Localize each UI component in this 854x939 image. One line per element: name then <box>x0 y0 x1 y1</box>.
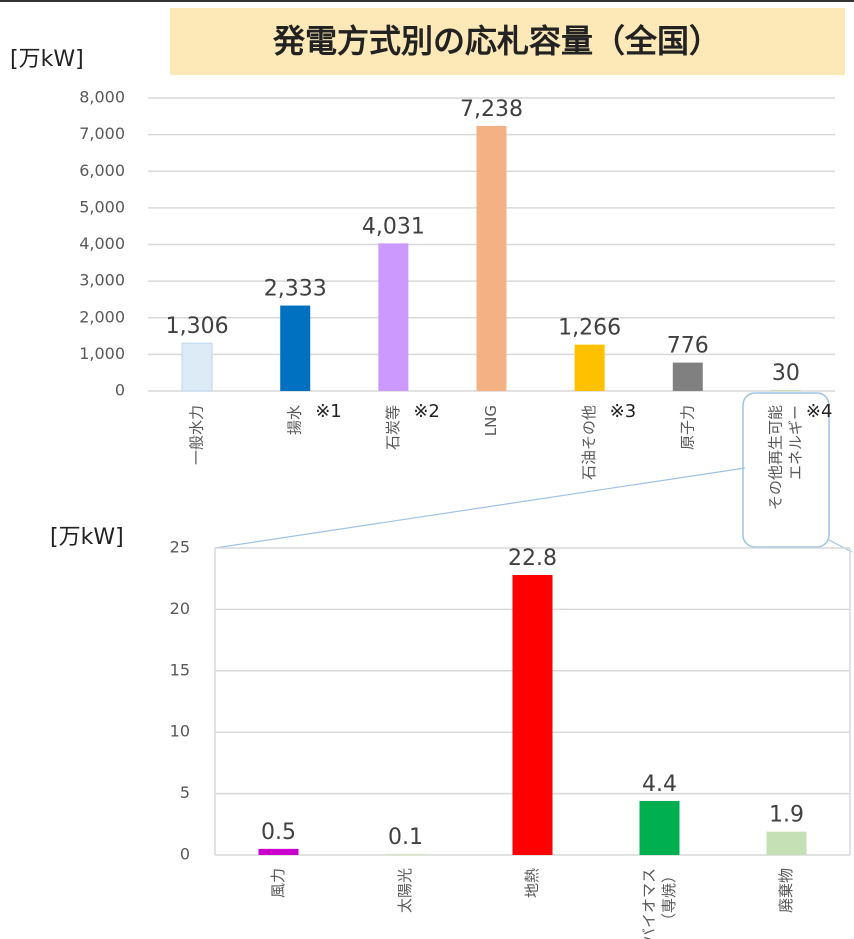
title-box <box>170 8 845 75</box>
data-label: 7,238 <box>460 97 523 122</box>
chart-title: 発電方式別の応札容量（全国） <box>272 22 721 60</box>
data-label: 776 <box>667 334 709 359</box>
x-tick-label: 原子力 <box>678 405 696 450</box>
data-label: 4.4 <box>642 772 677 797</box>
data-label: 4,031 <box>362 214 425 239</box>
x-tick-label: その他再生可能 <box>766 405 784 510</box>
bar <box>574 344 605 391</box>
y-tick-label: 3,000 <box>79 271 125 290</box>
callout-line <box>828 539 853 553</box>
bar <box>181 342 213 392</box>
data-label: 0.5 <box>261 820 296 845</box>
y-axis-label: [万kW] <box>10 47 84 72</box>
annotation: ※1 <box>315 401 342 422</box>
data-label: 1,266 <box>558 316 621 341</box>
y-tick-label: 15 <box>170 660 190 679</box>
y-tick-label: 10 <box>170 722 190 741</box>
y-axis-label: [万kW] <box>50 525 124 550</box>
data-label: 0.1 <box>388 825 423 850</box>
bar <box>639 800 680 855</box>
bar <box>280 305 311 391</box>
y-tick-label: 25 <box>170 538 190 557</box>
x-tick-label: （専焼） <box>660 868 678 928</box>
data-label: 1,306 <box>166 314 229 339</box>
bar <box>476 125 507 391</box>
callout-box <box>742 392 830 548</box>
y-tick-label: 2,000 <box>79 307 125 326</box>
bar <box>512 575 553 855</box>
bar <box>258 848 299 855</box>
y-tick-label: 0 <box>115 381 125 400</box>
data-label: 1.9 <box>769 803 804 828</box>
y-tick-label: 1,000 <box>79 344 125 363</box>
x-tick-label: 一般水力 <box>188 405 206 465</box>
x-tick-label: 石炭等 <box>384 405 402 450</box>
y-tick-label: 6,000 <box>79 161 125 180</box>
y-tick-label: 5 <box>180 783 190 802</box>
x-tick-label: 太陽光 <box>396 868 414 913</box>
y-tick-label: 0 <box>180 845 190 864</box>
bar <box>766 831 807 855</box>
callout-line <box>214 467 746 549</box>
x-tick-label: 揚水 <box>286 405 304 435</box>
x-tick-label: エネルギー <box>786 405 804 480</box>
x-tick-label: LNG <box>482 405 500 436</box>
x-tick-label: バイオマス <box>640 868 658 939</box>
x-tick-label: 風力 <box>269 868 287 898</box>
annotation: ※4 <box>806 401 833 422</box>
annotation: ※2 <box>413 401 440 422</box>
y-tick-label: 7,000 <box>79 124 125 143</box>
bar <box>385 853 426 855</box>
y-tick-label: 20 <box>170 599 190 618</box>
x-tick-label: 廃棄物 <box>777 868 795 913</box>
data-label: 2,333 <box>264 277 327 302</box>
annotation: ※3 <box>610 401 637 422</box>
y-tick-label: 8,000 <box>79 88 125 107</box>
bar <box>770 389 801 391</box>
x-tick-label: 石油その他 <box>580 405 598 480</box>
bar <box>378 243 409 391</box>
y-tick-label: 4,000 <box>79 234 125 253</box>
data-label: 22.8 <box>508 546 557 571</box>
x-tick-label: 地熱 <box>523 868 541 898</box>
data-label: 30 <box>772 361 800 386</box>
bar <box>672 362 703 391</box>
y-tick-label: 5,000 <box>79 197 125 216</box>
